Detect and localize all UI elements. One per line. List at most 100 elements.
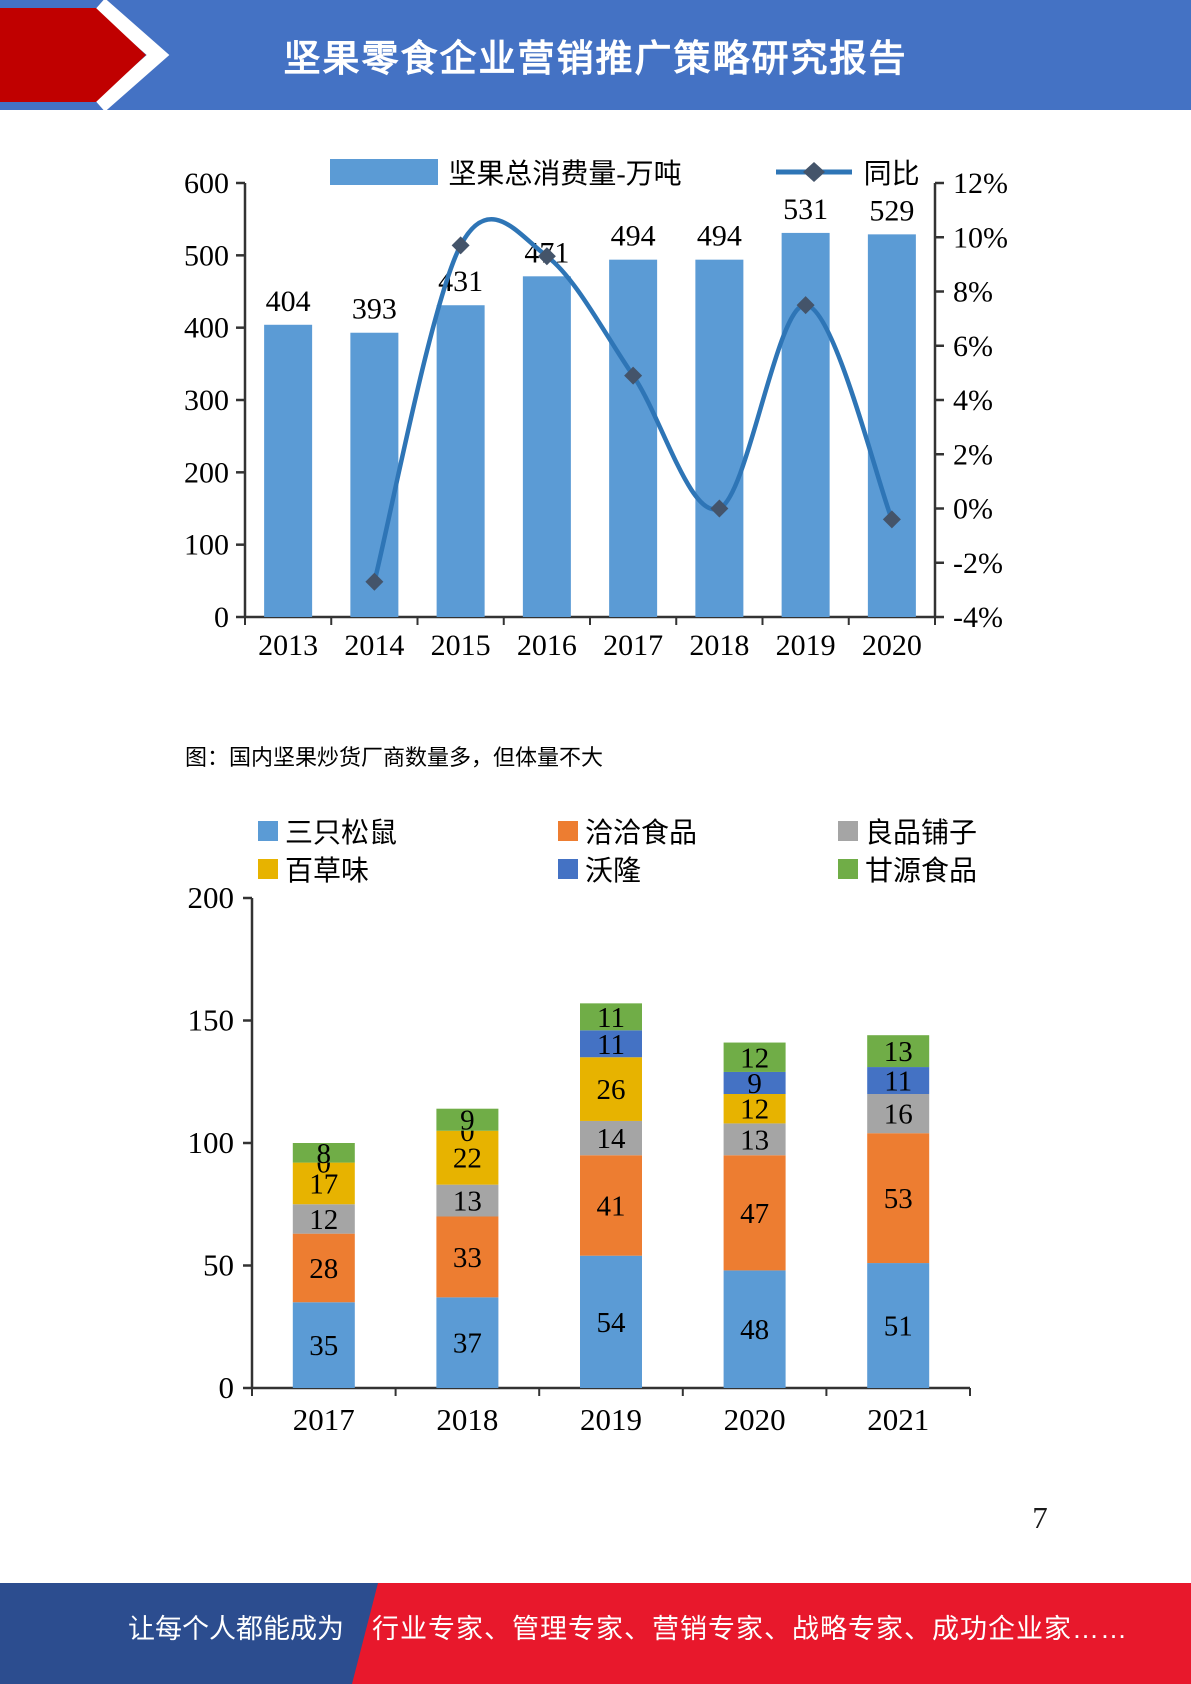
segment-2018 (436, 1216, 499, 1298)
nut-consumption-plot: 0 100 200 300 400 500 600 -4% -2% 0% 2% 4% 6% 8% 10% 12… (184, 167, 1008, 662)
bar-value-label: 393 (352, 293, 397, 326)
segment-value-label: 11 (884, 1066, 912, 1098)
segment-value-label: 33 (453, 1242, 482, 1274)
footer-slogan-left: 让每个人都能成为 (128, 1614, 344, 1644)
figure-caption: 图：国内坚果炒货厂商数量多，但体量不大 (185, 745, 604, 770)
footer-blue-shape (0, 1583, 378, 1684)
yoy-marker (796, 296, 815, 315)
y-axis-label: 0 (219, 1370, 235, 1405)
legend-item: 三只松鼠 (258, 812, 558, 850)
bar-value-label: 494 (611, 220, 656, 253)
segment-2020 (723, 1094, 786, 1124)
x-axis-label: 2013 (258, 629, 318, 662)
yoy-marker (624, 366, 643, 385)
segment-2020 (723, 1270, 786, 1388)
legend-item: 洽洽食品 (558, 812, 838, 850)
segment-value-label: 22 (453, 1143, 482, 1175)
nut-consumption-chart: 0 100 200 300 400 500 600 -4% -2% 0% 2% 4% 6% 8% 10% 12… (145, 130, 1105, 675)
y-axis-label: 50 (203, 1248, 234, 1283)
left-axis-label: 0 (214, 601, 229, 634)
segment-2019 (580, 1120, 642, 1156)
bar-2017 (609, 259, 658, 617)
x-axis-label: 2017 (603, 629, 663, 662)
header-banner: 坚果零食企业营销推广策略研究报告 (0, 0, 1191, 110)
segment-2021 (867, 1067, 930, 1094)
legend-swatch (838, 859, 858, 879)
left-axis-label: 400 (184, 312, 229, 345)
yoy-marker (537, 247, 556, 266)
segment-value-label: 8 (317, 1138, 332, 1170)
legend-swatch (838, 821, 858, 841)
segment-value-label: 9 (460, 1105, 475, 1137)
x-axis-label: 2021 (867, 1402, 929, 1437)
page-title: 坚果零食企业营销推广策略研究报告 (283, 38, 908, 79)
segment-2019 (580, 1057, 642, 1121)
right-axis-label: -4% (953, 601, 1003, 634)
legend-swatch-bar (330, 159, 439, 185)
bar-value-label: 404 (266, 285, 311, 318)
segment-2018 (436, 1130, 499, 1185)
right-axis-label: 6% (953, 330, 993, 363)
segment-2020 (723, 1071, 786, 1094)
segment-2019 (580, 1003, 642, 1031)
legend-swatch (258, 859, 278, 879)
x-axis-label: 2017 (293, 1402, 355, 1437)
bar-value-label: 494 (697, 220, 742, 253)
bar-2019 (781, 232, 830, 617)
nut-consumption-legend: 坚果总消费量-万吨 同比 (145, 154, 1105, 190)
x-axis-label: 2019 (776, 629, 836, 662)
segment-2017 (292, 1162, 355, 1205)
bar-2015 (436, 305, 485, 617)
segment-value-label: 12 (309, 1204, 338, 1236)
legend-swatch (558, 821, 578, 841)
segment-value-label: 13 (740, 1124, 769, 1156)
segment-value-label: 12 (740, 1094, 769, 1126)
right-axis-label: 2% (953, 438, 993, 471)
legend-swatch (558, 859, 578, 879)
legend-label: 沃隆 (585, 856, 642, 887)
segment-value-label: 41 (597, 1190, 626, 1222)
x-axis-label: 2019 (580, 1402, 642, 1437)
legend-label: 洽洽食品 (585, 818, 698, 849)
legend-label: 百草味 (285, 856, 370, 887)
segment-2018 (436, 1297, 499, 1388)
segment-2021 (867, 1263, 930, 1388)
yoy-marker (451, 236, 470, 255)
segment-value-label: 47 (740, 1198, 769, 1230)
left-axis-label: 600 (184, 167, 229, 200)
brand-revenue-plot: 0501001502002017352812170820183733132209… (188, 880, 971, 1437)
segment-2019 (580, 1155, 642, 1256)
chevron-arrow-icon (0, 0, 170, 110)
segment-value-label: 14 (597, 1123, 627, 1155)
segment-value-label: 35 (309, 1330, 338, 1362)
segment-value-label: 11 (597, 1002, 625, 1034)
legend-swatch (258, 821, 278, 841)
segment-value-label: 9 (747, 1068, 762, 1100)
segment-value-label: 48 (740, 1314, 769, 1346)
left-axis-label: 100 (184, 529, 229, 562)
segment-2021 (867, 1094, 930, 1134)
segment-2017 (292, 1233, 355, 1303)
x-axis-label: 2018 (689, 629, 749, 662)
bar-2018 (695, 259, 744, 617)
legend-item-consumption: 坚果总消费量-万吨 (330, 152, 682, 192)
segment-value-label: 26 (597, 1074, 626, 1106)
segment-value-label: 11 (597, 1029, 625, 1061)
segment-2018 (436, 1184, 499, 1217)
bar-2016 (522, 276, 571, 617)
segment-value-label: 37 (453, 1328, 482, 1360)
left-axis-label: 200 (184, 456, 229, 489)
segment-2021 (867, 1133, 930, 1264)
segment-2021 (867, 1035, 930, 1068)
segment-2020 (723, 1042, 786, 1072)
legend-label: 同比 (863, 159, 920, 190)
left-axis-label: 500 (184, 239, 229, 272)
segment-2020 (723, 1155, 786, 1271)
right-axis-label: 8% (953, 276, 993, 309)
segment-value-label: 13 (884, 1036, 913, 1068)
x-axis-label: 2020 (724, 1402, 786, 1437)
bar-2020 (867, 234, 916, 617)
page-number: 7 (1032, 1500, 1048, 1535)
y-axis-label: 200 (188, 880, 235, 915)
